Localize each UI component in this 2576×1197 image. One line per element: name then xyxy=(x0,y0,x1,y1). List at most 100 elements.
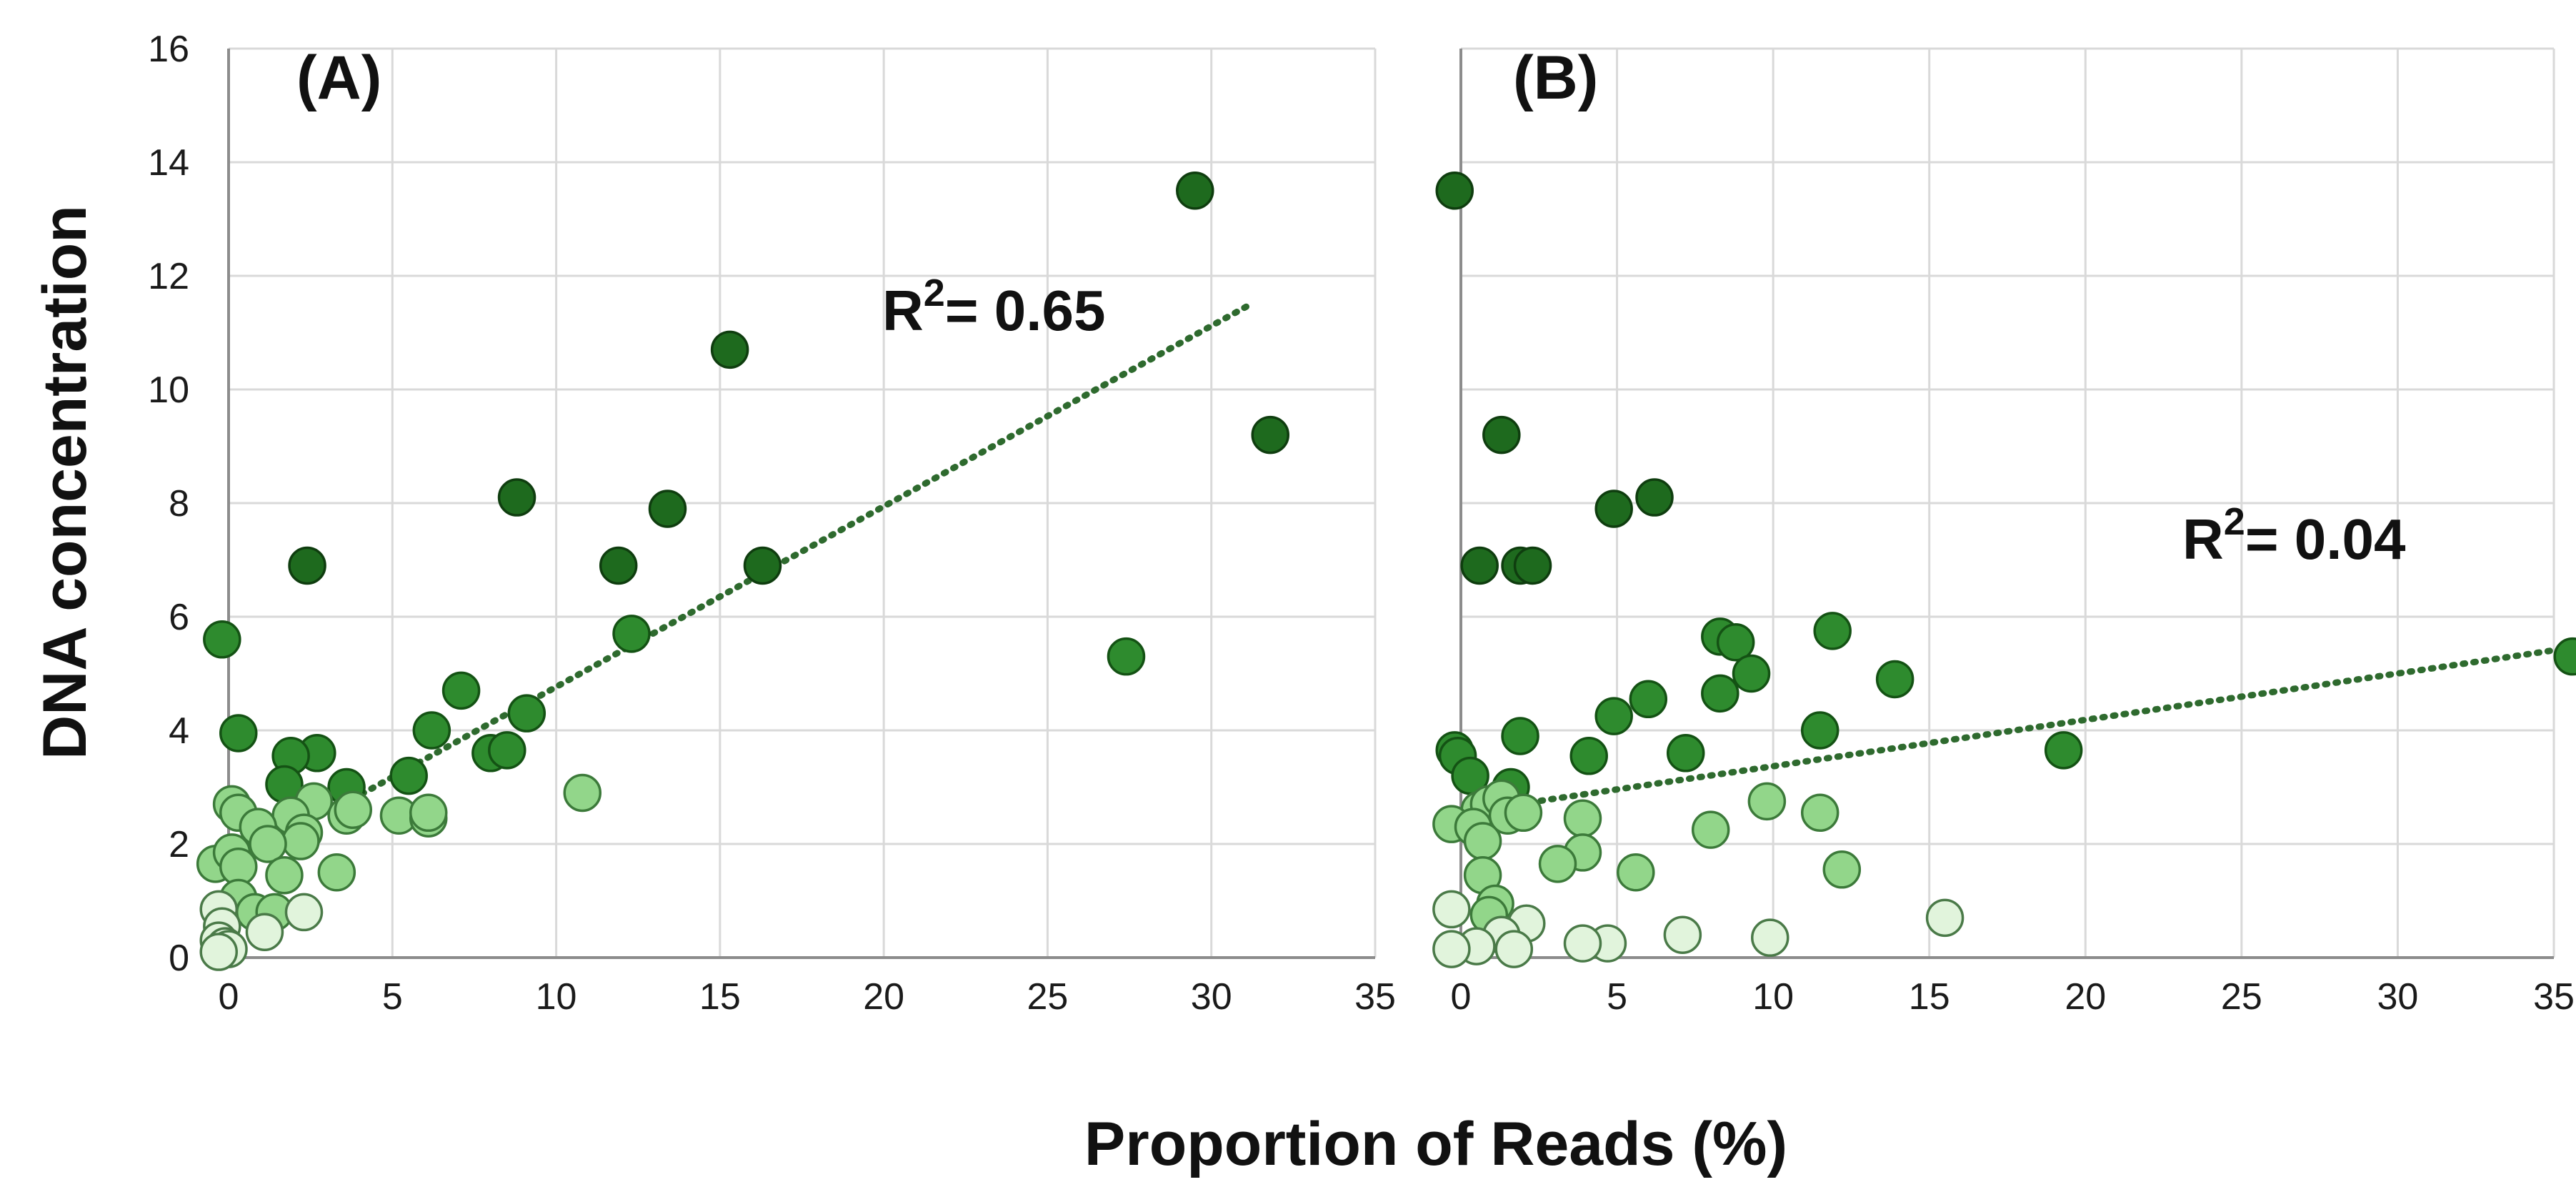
data-point xyxy=(1463,822,1502,860)
data-point xyxy=(1751,918,1789,957)
data-point xyxy=(245,913,284,951)
x-tick-label: 20 xyxy=(863,976,904,1018)
data-point xyxy=(389,756,428,795)
x-tick-label: 15 xyxy=(699,976,741,1018)
x-tick-label: 0 xyxy=(219,976,239,1018)
data-point xyxy=(1732,654,1771,693)
x-tick-label: 5 xyxy=(1607,976,1627,1018)
data-point xyxy=(2044,731,2083,770)
r-squared-exponent: 2 xyxy=(924,272,945,314)
data-point xyxy=(1663,915,1702,954)
data-point xyxy=(1629,680,1668,719)
y-tick-label: 2 xyxy=(169,824,189,865)
data-point xyxy=(1666,734,1705,773)
data-point xyxy=(1251,415,1290,455)
x-tick-label: 25 xyxy=(2221,976,2262,1018)
r-squared-annotation: R2= 0.65 xyxy=(882,272,1105,342)
y-tick-label: 14 xyxy=(148,142,189,184)
data-point xyxy=(199,933,238,971)
x-tick-label: 15 xyxy=(1909,976,1950,1018)
data-point xyxy=(1432,890,1471,929)
data-point xyxy=(219,714,258,753)
data-point xyxy=(281,822,320,860)
data-point xyxy=(1494,930,1534,968)
data-point xyxy=(1716,623,1755,662)
data-point xyxy=(1504,793,1543,833)
data-point xyxy=(488,731,526,770)
data-point xyxy=(1563,799,1602,838)
y-tick-label: 0 xyxy=(169,938,189,979)
data-point xyxy=(265,855,304,895)
data-point xyxy=(563,773,602,813)
x-tick-label: 25 xyxy=(1027,976,1069,1018)
trend-line xyxy=(1494,645,2573,810)
data-point xyxy=(1800,793,1839,833)
x-tick-label: 10 xyxy=(536,976,577,1018)
data-point xyxy=(249,825,287,863)
data-point xyxy=(288,546,326,585)
data-point xyxy=(409,793,448,833)
y-axis-title: DNA concentration xyxy=(31,205,99,760)
data-point xyxy=(1538,845,1577,883)
data-point xyxy=(1563,924,1602,963)
x-tick-label: 35 xyxy=(1354,976,1396,1018)
data-point xyxy=(1747,782,1787,821)
data-point xyxy=(2553,637,2576,676)
data-point xyxy=(1176,172,1214,210)
data-point xyxy=(1813,612,1852,650)
y-tick-label: 12 xyxy=(148,256,189,297)
data-point xyxy=(599,546,638,585)
data-point xyxy=(507,694,546,732)
y-tick-label: 8 xyxy=(169,483,189,525)
panel-label: (A) xyxy=(296,44,381,112)
data-point xyxy=(1594,697,1633,735)
trend-line xyxy=(340,301,1254,808)
x-tick-label: 20 xyxy=(2065,976,2106,1018)
panel-label: (B) xyxy=(1513,44,1598,112)
x-tick-label: 0 xyxy=(1451,976,1472,1018)
x-tick-label: 5 xyxy=(382,976,403,1018)
data-point xyxy=(1501,717,1539,755)
data-point xyxy=(743,546,782,585)
data-point xyxy=(1107,637,1146,676)
data-point xyxy=(1800,711,1839,750)
data-point xyxy=(1875,660,1914,699)
y-tick-label: 4 xyxy=(169,710,189,752)
data-point xyxy=(1432,930,1471,968)
y-tick-label: 10 xyxy=(148,369,189,411)
data-point xyxy=(497,478,536,517)
data-point xyxy=(1435,172,1474,210)
data-point xyxy=(1513,546,1552,585)
r-squared-value: = 0.04 xyxy=(2245,507,2406,571)
r-squared-value: = 0.65 xyxy=(945,279,1106,342)
data-point xyxy=(1925,898,1965,938)
r-squared-annotation: R2= 0.04 xyxy=(2182,500,2406,571)
data-point xyxy=(1460,546,1499,585)
data-point xyxy=(1569,737,1608,775)
data-point xyxy=(284,893,324,932)
data-point xyxy=(1617,853,1655,892)
data-point xyxy=(710,330,749,369)
panel-b: 0 5 10 15 20 25 30 35 (B) R2= 0.04 xyxy=(1432,44,2576,1018)
data-point xyxy=(1822,850,1862,889)
data-point xyxy=(648,490,687,528)
data-point xyxy=(1635,478,1674,517)
data-point xyxy=(1594,490,1633,528)
data-point xyxy=(334,790,373,830)
data-point xyxy=(1482,415,1521,455)
data-point xyxy=(612,615,651,653)
r-squared-symbol: R xyxy=(882,279,924,342)
x-tick-label: 35 xyxy=(2533,976,2575,1018)
data-point xyxy=(317,853,356,892)
x-axis-title: Proportion of Reads (%) xyxy=(1084,1110,1787,1178)
data-point xyxy=(441,671,481,710)
r-squared-symbol: R xyxy=(2182,507,2224,571)
data-point xyxy=(203,620,241,659)
x-tick-label: 30 xyxy=(1191,976,1232,1018)
data-point xyxy=(1691,810,1730,849)
y-tick-label: 16 xyxy=(148,29,189,70)
data-point xyxy=(412,711,451,750)
